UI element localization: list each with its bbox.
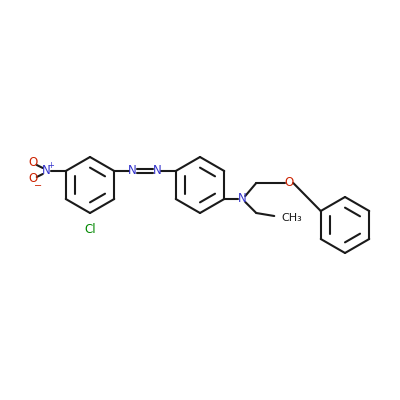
Text: N: N [238,192,247,206]
Text: Cl: Cl [84,223,96,236]
Text: O: O [28,172,37,186]
Text: CH₃: CH₃ [281,213,302,223]
Text: −: − [34,181,42,191]
Text: O: O [285,176,294,190]
Text: N: N [41,164,50,178]
Text: +: + [47,160,54,170]
Text: N: N [128,164,137,178]
Text: N: N [153,164,162,178]
Text: O: O [28,156,37,170]
